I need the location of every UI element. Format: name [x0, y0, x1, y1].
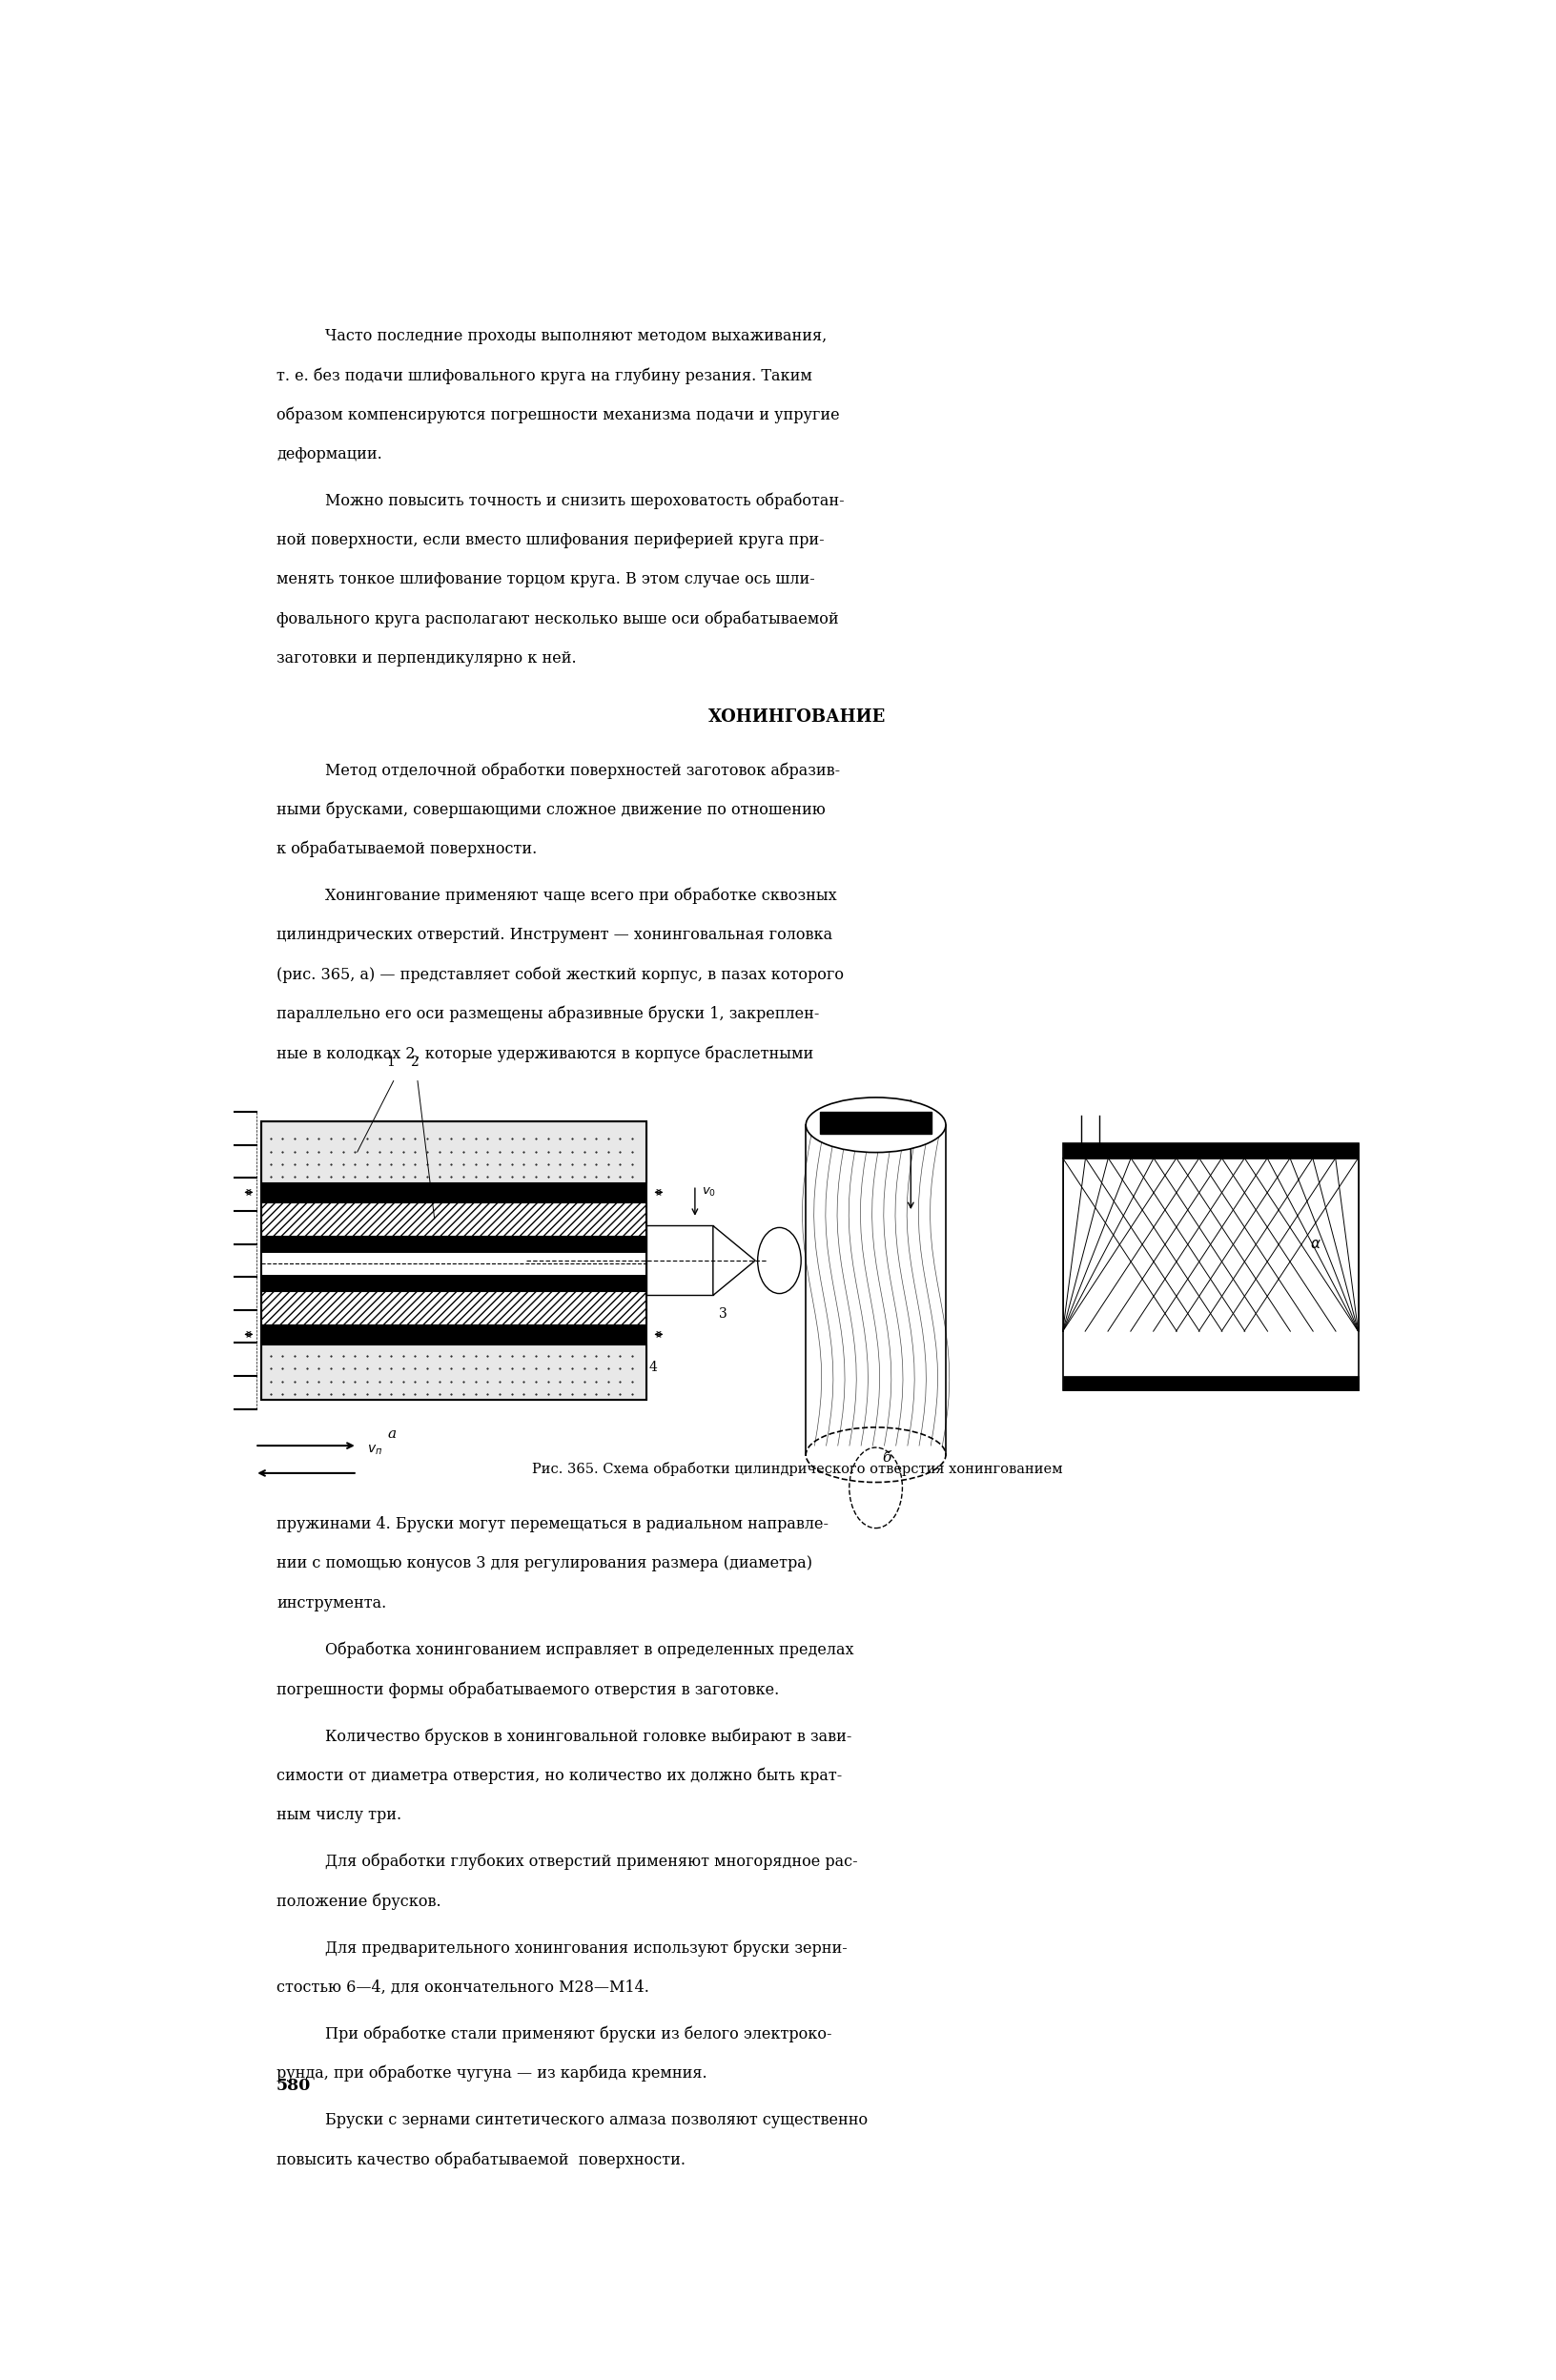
Bar: [261, 1252, 647, 1273]
Text: ные в колодках 2, которые удерживаются в корпусе браслетными: ные в колодках 2, которые удерживаются в…: [277, 1045, 814, 1061]
Text: Количество брусков в хонинговальной головке выбирают в зави-: Количество брусков в хонинговальной голо…: [325, 1728, 851, 1745]
Text: $v_п$: $v_п$: [367, 1442, 383, 1457]
Text: Для предварительного хонингования используют бруски зерни-: Для предварительного хонингования исполь…: [325, 1940, 846, 1956]
Text: рунда, при обработке чугуна — из карбида кремния.: рунда, при обработке чугуна — из карбида…: [277, 2066, 706, 2082]
Bar: [1063, 1142, 1358, 1390]
Text: Рис. 365. Схема обработки цилиндрического отверстия хонингованием: Рис. 365. Схема обработки цилиндрическог…: [532, 1461, 1063, 1476]
Bar: [1063, 1376, 1358, 1390]
Bar: [647, 1226, 713, 1295]
Text: пружинами 4. Бруски могут перемещаться в радиальном направле-: пружинами 4. Бруски могут перемещаться в…: [277, 1516, 828, 1533]
Text: симости от диаметра отверстия, но количество их должно быть крат-: симости от диаметра отверстия, но количе…: [277, 1768, 842, 1785]
Text: положение брусков.: положение брусков.: [277, 1892, 440, 1909]
Text: инструмента.: инструмента.: [277, 1595, 386, 1611]
Text: б: б: [882, 1452, 890, 1466]
Bar: [261, 1235, 647, 1252]
Bar: [820, 1111, 932, 1135]
Text: Можно повысить точность и снизить шероховатость обработан-: Можно повысить точность и снизить шерохо…: [325, 493, 843, 509]
Text: 1: 1: [386, 1057, 395, 1069]
Bar: [261, 1121, 647, 1183]
Bar: [261, 1273, 647, 1292]
Ellipse shape: [806, 1097, 946, 1152]
Bar: [261, 1183, 647, 1202]
Text: Обработка хонингованием исправляет в определенных пределах: Обработка хонингованием исправляет в опр…: [325, 1642, 853, 1659]
Bar: [261, 1121, 647, 1399]
Text: погрешности формы обрабатываемого отверстия в заготовке.: погрешности формы обрабатываемого отверс…: [277, 1680, 780, 1697]
Text: к обрабатываемой поверхности.: к обрабатываемой поверхности.: [277, 840, 537, 857]
Text: деформации.: деформации.: [277, 445, 383, 462]
Text: $\alpha$: $\alpha$: [1310, 1238, 1321, 1252]
Text: Хонингование применяют чаще всего при обработке сквозных: Хонингование применяют чаще всего при об…: [325, 888, 837, 904]
Text: цилиндрических отверстий. Инструмент — хонинговальная головка: цилиндрических отверстий. Инструмент — х…: [277, 926, 832, 942]
Bar: [261, 1326, 647, 1345]
Text: ХОНИНГОВАНИЕ: ХОНИНГОВАНИЕ: [708, 707, 887, 726]
Text: т. е. без подачи шлифовального круга на глубину резания. Таким: т. е. без подачи шлифовального круга на …: [277, 367, 812, 383]
Text: заготовки и перпендикулярно к ней.: заготовки и перпендикулярно к ней.: [277, 650, 576, 666]
Text: а: а: [387, 1428, 397, 1442]
Text: 3: 3: [719, 1307, 727, 1321]
Text: менять тонкое шлифование торцом круга. В этом случае ось шли-: менять тонкое шлифование торцом круга. В…: [277, 571, 815, 588]
Text: стостью 6—4, для окончательного М28—М14.: стостью 6—4, для окончательного М28—М14.: [277, 1978, 649, 1994]
Text: (рис. 365, а) — представляет собой жесткий корпус, в пазах которого: (рис. 365, а) — представляет собой жестк…: [277, 966, 843, 983]
Text: образом компенсируются погрешности механизма подачи и упругие: образом компенсируются погрешности механ…: [277, 407, 840, 424]
Text: 2: 2: [411, 1057, 419, 1069]
Text: повысить качество обрабатываемой  поверхности.: повысить качество обрабатываемой поверхн…: [277, 2152, 686, 2168]
Text: ным числу три.: ным числу три.: [277, 1806, 401, 1823]
Text: параллельно его оси размещены абразивные бруски 1, закреплен-: параллельно его оси размещены абразивные…: [277, 1007, 820, 1023]
Text: ными брусками, совершающими сложное движение по отношению: ными брусками, совершающими сложное движ…: [277, 802, 825, 819]
Bar: [1063, 1142, 1358, 1159]
Text: нии с помощью конусов 3 для регулирования размера (диаметра): нии с помощью конусов 3 для регулировани…: [277, 1557, 812, 1571]
Bar: [261, 1292, 647, 1326]
Polygon shape: [713, 1226, 755, 1295]
Text: Бруски с зернами синтетического алмаза позволяют существенно: Бруски с зернами синтетического алмаза п…: [325, 2111, 867, 2128]
Text: 580: 580: [277, 2078, 311, 2094]
Text: Часто последние проходы выполняют методом выхаживания,: Часто последние проходы выполняют методо…: [325, 328, 826, 345]
Text: $v_0$: $v_0$: [702, 1185, 717, 1200]
Text: Метод отделочной обработки поверхностей заготовок абразив-: Метод отделочной обработки поверхностей …: [325, 762, 840, 778]
Text: ной поверхности, если вместо шлифования периферией круга при-: ной поверхности, если вместо шлифования …: [277, 533, 825, 547]
Text: Для обработки глубоких отверстий применяют многорядное рас-: Для обработки глубоких отверстий применя…: [325, 1854, 857, 1871]
Text: При обработке стали применяют бруски из белого электроко-: При обработке стали применяют бруски из …: [325, 2025, 831, 2042]
Bar: [261, 1345, 647, 1399]
Text: 4: 4: [649, 1361, 658, 1373]
Bar: [261, 1202, 647, 1235]
Text: фовального круга располагают несколько выше оси обрабатываемой: фовального круга располагают несколько в…: [277, 612, 839, 628]
